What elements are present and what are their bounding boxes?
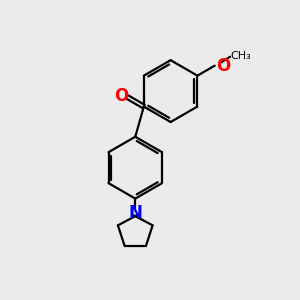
Text: O: O [114, 86, 128, 104]
Text: N: N [128, 204, 142, 222]
Text: CH₃: CH₃ [231, 51, 251, 61]
Text: O: O [216, 57, 230, 75]
